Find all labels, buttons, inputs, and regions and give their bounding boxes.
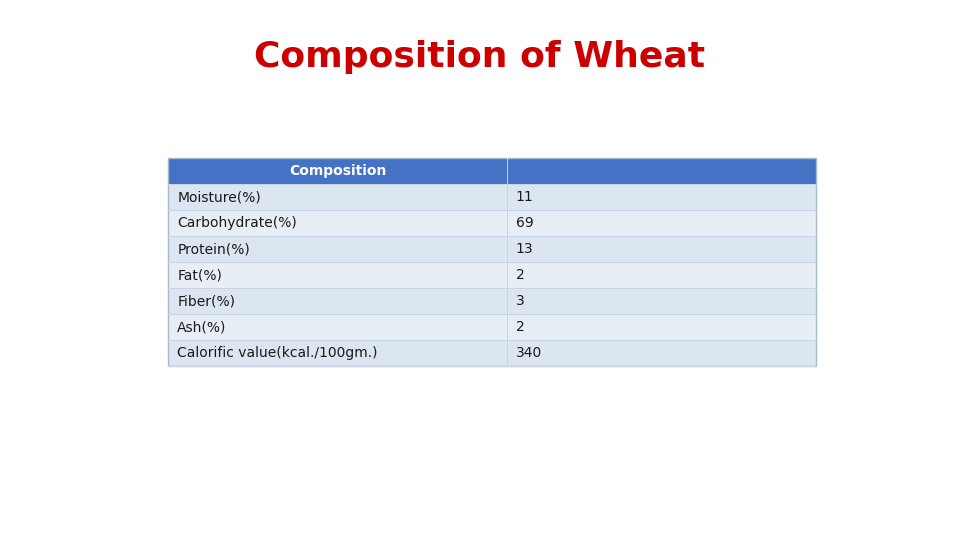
- Text: 11: 11: [516, 190, 534, 204]
- Bar: [168, 288, 816, 314]
- Text: Fiber(%): Fiber(%): [178, 294, 235, 308]
- Text: Calorific value(kcal./100gm.): Calorific value(kcal./100gm.): [178, 346, 378, 360]
- Text: Ash(%): Ash(%): [178, 320, 227, 334]
- Text: 340: 340: [516, 346, 542, 360]
- Text: Composition of Wheat: Composition of Wheat: [254, 40, 706, 73]
- Text: Composition: Composition: [289, 164, 386, 178]
- Text: 2: 2: [516, 320, 524, 334]
- Text: Carbohydrate(%): Carbohydrate(%): [178, 217, 297, 231]
- Text: 13: 13: [516, 242, 534, 256]
- Text: 2: 2: [516, 268, 524, 282]
- Bar: [168, 314, 816, 340]
- Text: 3: 3: [516, 294, 524, 308]
- Bar: [168, 210, 816, 237]
- Text: Moisture(%): Moisture(%): [178, 190, 261, 204]
- Bar: [168, 158, 816, 184]
- Text: Protein(%): Protein(%): [178, 242, 250, 256]
- Bar: [168, 262, 816, 288]
- Text: Fat(%): Fat(%): [178, 268, 222, 282]
- Text: 69: 69: [516, 217, 534, 231]
- Bar: [168, 340, 816, 366]
- Bar: [168, 184, 816, 210]
- Bar: [168, 158, 816, 366]
- Bar: [168, 237, 816, 262]
